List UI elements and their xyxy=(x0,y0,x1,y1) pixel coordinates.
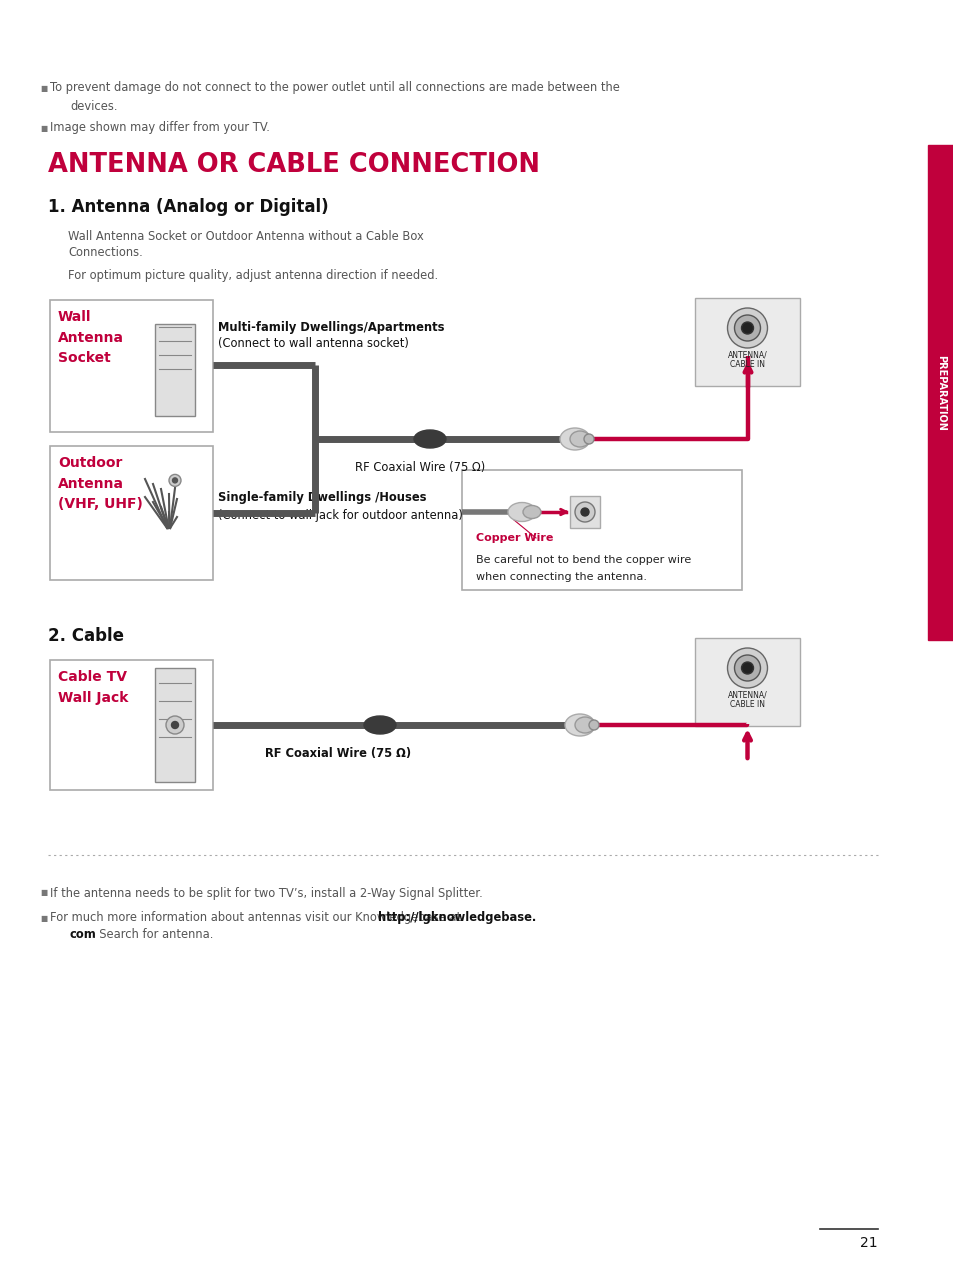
Text: . Search for antenna.: . Search for antenna. xyxy=(91,929,213,941)
Text: Wall Antenna Socket or Outdoor Antenna without a Cable Box: Wall Antenna Socket or Outdoor Antenna w… xyxy=(68,230,423,243)
Circle shape xyxy=(580,508,588,516)
Circle shape xyxy=(169,474,181,486)
Text: Be careful not to bend the copper wire: Be careful not to bend the copper wire xyxy=(476,555,691,565)
Bar xyxy=(927,145,953,640)
Text: http://lgknowledgebase.: http://lgknowledgebase. xyxy=(377,912,536,925)
Text: ANTENNA OR CABLE CONNECTION: ANTENNA OR CABLE CONNECTION xyxy=(48,151,539,178)
Text: RF Coaxial Wire (75 Ω): RF Coaxial Wire (75 Ω) xyxy=(265,747,411,759)
Text: If the antenna needs to be split for two TV’s, install a 2-Way Signal Splitter.: If the antenna needs to be split for two… xyxy=(50,887,482,899)
Bar xyxy=(461,469,741,590)
Bar xyxy=(154,324,194,416)
Text: Wall
Antenna
Socket: Wall Antenna Socket xyxy=(58,310,124,365)
Text: To prevent damage do not connect to the power outlet until all connections are m: To prevent damage do not connect to the … xyxy=(50,81,619,94)
Text: For much more information about antennas visit our Knowledgebase at: For much more information about antennas… xyxy=(50,912,464,925)
Circle shape xyxy=(166,716,184,734)
Text: ■: ■ xyxy=(40,889,48,898)
Text: Image shown may differ from your TV.: Image shown may differ from your TV. xyxy=(50,122,270,135)
Text: when connecting the antenna.: when connecting the antenna. xyxy=(476,572,646,583)
Bar xyxy=(154,668,194,782)
Bar xyxy=(50,446,213,580)
Text: ■: ■ xyxy=(40,84,48,93)
Circle shape xyxy=(734,655,760,681)
Bar xyxy=(50,300,213,432)
Text: Multi-family Dwellings/Apartments: Multi-family Dwellings/Apartments xyxy=(218,321,444,333)
Circle shape xyxy=(727,647,767,688)
Circle shape xyxy=(172,721,178,729)
Text: devices.: devices. xyxy=(70,99,117,112)
Ellipse shape xyxy=(588,720,598,730)
Text: (Connect to wall jack for outdoor antenna): (Connect to wall jack for outdoor antenn… xyxy=(218,509,462,522)
Text: Copper Wire: Copper Wire xyxy=(476,533,553,543)
Bar xyxy=(569,496,599,528)
Circle shape xyxy=(734,315,760,341)
Ellipse shape xyxy=(522,505,540,519)
Ellipse shape xyxy=(559,427,589,450)
Bar xyxy=(50,660,213,790)
Text: ANTENNA/
CABLE IN: ANTENNA/ CABLE IN xyxy=(727,350,766,369)
Text: com: com xyxy=(70,929,97,941)
Bar xyxy=(695,639,800,726)
Text: Connections.: Connections. xyxy=(68,247,143,259)
Circle shape xyxy=(740,661,753,674)
Circle shape xyxy=(575,502,595,522)
Text: 2. Cable: 2. Cable xyxy=(48,627,124,645)
Text: Cable TV
Wall Jack: Cable TV Wall Jack xyxy=(58,670,129,705)
Ellipse shape xyxy=(414,430,446,448)
Text: (Connect to wall antenna socket): (Connect to wall antenna socket) xyxy=(218,337,409,351)
Ellipse shape xyxy=(564,714,595,736)
Text: ■: ■ xyxy=(40,123,48,132)
Bar xyxy=(695,298,800,385)
Circle shape xyxy=(172,478,177,483)
Text: Outdoor
Antenna
(VHF, UHF): Outdoor Antenna (VHF, UHF) xyxy=(58,455,143,511)
Text: RF Coaxial Wire (75 Ω): RF Coaxial Wire (75 Ω) xyxy=(355,462,485,474)
Circle shape xyxy=(740,322,753,335)
Text: 21: 21 xyxy=(860,1236,877,1250)
Ellipse shape xyxy=(507,502,536,522)
Text: Single-family Dwellings /Houses: Single-family Dwellings /Houses xyxy=(218,491,426,505)
Ellipse shape xyxy=(569,431,589,446)
Text: 1. Antenna (Analog or Digital): 1. Antenna (Analog or Digital) xyxy=(48,198,328,216)
Text: ANTENNA/
CABLE IN: ANTENNA/ CABLE IN xyxy=(727,689,766,710)
Ellipse shape xyxy=(575,717,595,733)
Ellipse shape xyxy=(364,716,395,734)
Circle shape xyxy=(727,308,767,349)
Text: For optimum picture quality, adjust antenna direction if needed.: For optimum picture quality, adjust ante… xyxy=(68,270,437,282)
Ellipse shape xyxy=(583,434,594,444)
Text: PREPARATION: PREPARATION xyxy=(935,355,945,430)
Text: ■: ■ xyxy=(40,913,48,922)
